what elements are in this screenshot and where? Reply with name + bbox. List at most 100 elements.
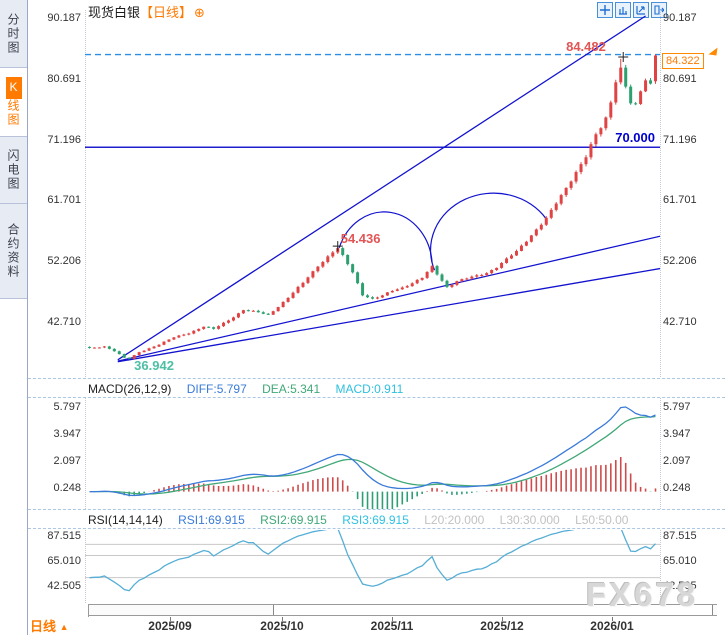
- candle-body: [122, 354, 126, 358]
- sidebar-item-label: 线图: [6, 99, 20, 127]
- candle-body: [375, 297, 379, 299]
- candle-body: [490, 270, 494, 274]
- candle-body: [634, 103, 638, 105]
- sidebar-item-lightning-chart[interactable]: 闪电图: [0, 137, 27, 204]
- candle-body: [390, 290, 394, 293]
- candle-body: [162, 341, 166, 345]
- price-up-arrow-icon: [708, 46, 718, 56]
- add-indicator-icon[interactable]: ⊕: [194, 5, 205, 20]
- candle-body: [654, 55, 657, 82]
- price-annotation: 54.436: [341, 231, 381, 246]
- candle-body: [341, 248, 345, 255]
- candle-body: [465, 278, 469, 280]
- axis-scale-icon[interactable]: [615, 2, 631, 18]
- time-tick: [392, 617, 393, 621]
- candle-body: [559, 195, 563, 204]
- candle-body: [117, 351, 121, 355]
- sidebar-item-label: 闪电图: [6, 149, 20, 191]
- axis-tick-label: 3.947: [53, 428, 81, 440]
- candle-body: [430, 266, 434, 272]
- macd-name: MACD(26,12,9): [88, 382, 172, 396]
- candle-body: [192, 330, 196, 334]
- rsi-indicator-chart[interactable]: [85, 530, 660, 603]
- zoom-chart-icon[interactable]: [633, 2, 649, 18]
- sidebar-item-label: 分时图: [6, 12, 20, 55]
- crosshair-icon[interactable]: [597, 2, 613, 18]
- candle-body: [410, 283, 414, 287]
- axis-tick-label: 52.206: [663, 255, 697, 268]
- candle-body: [500, 262, 504, 268]
- axis-tick-label: 42.710: [663, 316, 697, 328]
- axis-tick-label: 0.248: [663, 482, 691, 494]
- candle-body: [142, 350, 146, 353]
- candle-body: [346, 254, 350, 265]
- axis-tick-label: 71.196: [47, 133, 81, 146]
- macd-diff-line: [89, 406, 656, 497]
- main-candlestick-chart[interactable]: 84.482 70.000 54.436 36.942: [85, 10, 660, 378]
- sidebar-item-label: K: [5, 77, 22, 99]
- candle-body: [256, 310, 260, 313]
- candle-body: [405, 286, 409, 288]
- macd-header: MACD(26,12,9) DIFF:5.797 DEA:5.341 MACD:…: [28, 378, 725, 398]
- candle-body: [445, 280, 449, 287]
- rsi-l30-value: L30:30.000: [499, 513, 560, 527]
- candle-body: [326, 256, 330, 263]
- candle-body: [514, 250, 518, 256]
- candle-body: [475, 275, 479, 277]
- axis-tick-label: 90.187: [663, 12, 697, 24]
- trendline: [117, 267, 660, 363]
- sidebar-item-contract-info[interactable]: 合约资料: [0, 204, 27, 299]
- sidebar-item-time-chart[interactable]: 分时图: [0, 0, 27, 68]
- candle-body: [92, 347, 96, 349]
- candle-body: [584, 157, 588, 165]
- candle-body: [574, 172, 578, 182]
- watermark: FX678: [586, 576, 699, 613]
- cup-arc-annotation: [338, 211, 433, 263]
- candle-body: [629, 86, 633, 104]
- candle-body: [266, 313, 270, 315]
- period-selector[interactable]: 日线 ▲: [30, 616, 86, 634]
- candle-body: [480, 275, 484, 277]
- candle-body: [217, 326, 221, 329]
- macd-indicator-chart[interactable]: [85, 399, 660, 509]
- rsi1-value: RSI1:69.915: [178, 513, 245, 527]
- time-tick: [170, 617, 171, 621]
- axis-tick-label: 2.097: [663, 455, 691, 467]
- macd-diff-value: DIFF:5.797: [186, 382, 247, 396]
- candle-body: [207, 326, 211, 328]
- chart-scrollbar-thumb[interactable]: [273, 605, 713, 615]
- candle-body: [644, 80, 648, 92]
- rsi-header: RSI(14,14,14) RSI1:69.915 RSI2:69.915 RS…: [28, 509, 725, 529]
- candle-body: [291, 292, 295, 298]
- rsi3-value: RSI3:69.915: [342, 513, 409, 527]
- trendline: [117, 15, 646, 361]
- axis-tick-label: 61.701: [663, 194, 697, 207]
- candle-body: [177, 335, 181, 338]
- candle-body: [311, 271, 315, 278]
- plot-right-axis-line: [660, 10, 661, 603]
- candle-body: [415, 279, 419, 284]
- candle-body: [554, 203, 558, 210]
- candle-body: [614, 82, 618, 103]
- rsi-l50-value: L50:50.00: [575, 513, 629, 527]
- candle-body: [112, 348, 116, 352]
- candle-body: [425, 271, 429, 278]
- time-label: 2025/12: [480, 619, 524, 633]
- candle-body: [88, 346, 91, 348]
- candle-body: [102, 346, 106, 348]
- time-label: 2026/01: [590, 619, 634, 633]
- candle-body: [395, 289, 399, 291]
- chevron-up-icon: ▲: [59, 622, 69, 632]
- candle-body: [296, 286, 300, 293]
- candle-body: [549, 209, 553, 218]
- axis-tick-label: 80.691: [663, 72, 697, 85]
- price-annotation: 70.000: [615, 130, 655, 145]
- candle-body: [569, 181, 573, 188]
- candle-body: [624, 67, 628, 87]
- candle-body: [450, 284, 454, 287]
- candle-body: [182, 334, 186, 336]
- sidebar-item-kline-chart[interactable]: K 线图: [0, 68, 27, 137]
- candle-body: [619, 67, 623, 83]
- symbol-name: 现货白银: [88, 5, 141, 20]
- chart-toolbar: [597, 2, 667, 18]
